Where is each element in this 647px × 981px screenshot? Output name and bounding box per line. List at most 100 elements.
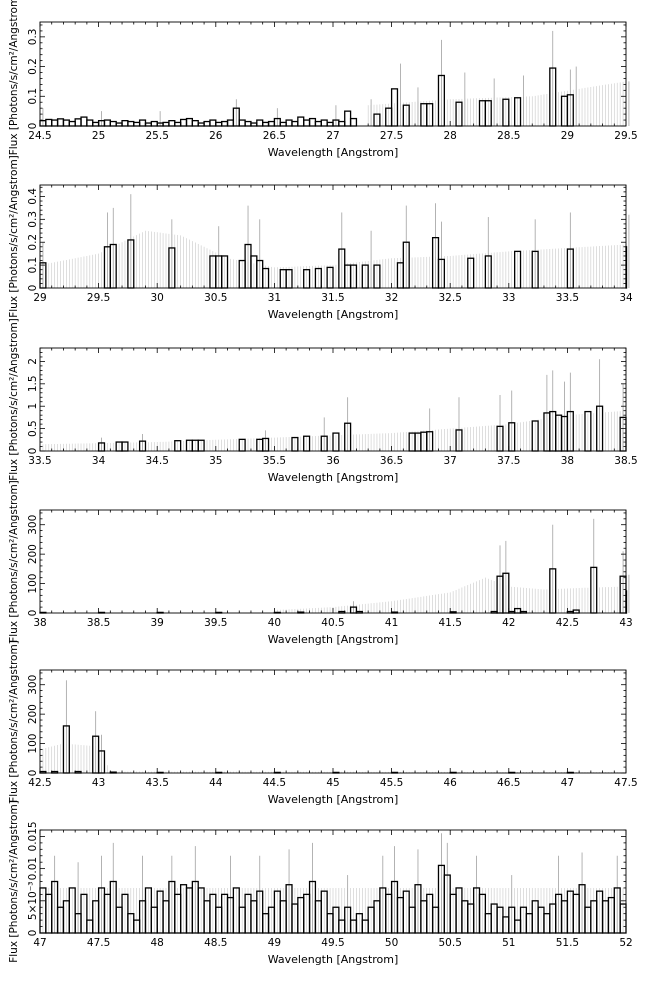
x-tick-label: 39 [151, 617, 164, 629]
x-tick-label: 52 [619, 937, 632, 949]
histogram-bin [92, 121, 100, 127]
x-tick-label: 42.5 [28, 777, 51, 789]
y-tick-label: 0.015 [27, 821, 39, 851]
x-tick-label: 47.5 [614, 777, 637, 789]
x-tick-label: 29 [561, 130, 574, 142]
histogram-bin [326, 121, 334, 127]
y-tick-label: 0.01 [27, 857, 39, 880]
noise-band [274, 577, 627, 613]
x-tick-label: 46 [444, 777, 458, 789]
x-tick-label: 51 [502, 937, 515, 949]
chart-panel-6: 47 47.5 48 48.5 49 49.5 50 50.5 51 51.5 52 0 5×10⁻³ 0… [8, 800, 633, 966]
histogram-bin [262, 121, 270, 127]
x-tick-label: 47 [561, 777, 574, 789]
histogram-bin [86, 119, 94, 127]
x-tick-label: 29.5 [87, 292, 110, 304]
x-tick-label: 35 [209, 455, 222, 467]
x-tick-label: 38.5 [87, 617, 110, 629]
y-axis-label: Flux [Photons/s/cm²/Angstrom] [8, 640, 20, 803]
x-tick-label: 33 [502, 292, 515, 304]
y-axis-label: Flux [Photons/s/cm²/Angstrom] [8, 155, 20, 318]
y-tick-label: 0 [27, 610, 39, 617]
x-tick-label: 34.5 [146, 455, 169, 467]
histogram-bin [279, 121, 287, 127]
y-tick-label: 0.3 [27, 211, 39, 228]
x-tick-label: 33.5 [556, 292, 579, 304]
histogram-bin [185, 117, 194, 127]
y-tick-label: 100 [27, 574, 39, 594]
x-tick-label: 42 [502, 617, 515, 629]
x-tick-label: 37.5 [497, 455, 520, 467]
histogram-bin [349, 117, 358, 127]
histogram-bin [68, 120, 76, 127]
x-tick-label: 41.5 [439, 617, 462, 629]
histogram-bin [215, 121, 223, 127]
x-tick-label: 39.5 [204, 617, 227, 629]
y-tick-label: 0.1 [27, 257, 39, 274]
y-tick-label: 2 [27, 358, 39, 365]
x-tick-label: 27.5 [380, 130, 403, 142]
histogram-bin [308, 117, 317, 127]
y-tick-label: 100 [27, 734, 39, 754]
histogram-bin [244, 120, 252, 127]
histogram [39, 725, 574, 774]
x-tick-label: 49 [268, 937, 281, 949]
histogram-bin [127, 120, 135, 127]
x-tick-label: 26.5 [263, 130, 286, 142]
histogram-bin [179, 118, 188, 127]
x-tick-label: 47.5 [87, 937, 110, 949]
x-axis-label: Wavelength [Angstrom] [268, 953, 399, 966]
y-tick-label: 200 [27, 544, 39, 564]
x-tick-label: 25.5 [146, 130, 169, 142]
histogram-bin [150, 120, 158, 127]
histogram-bin [267, 120, 276, 127]
x-tick-label: 43 [92, 777, 105, 789]
x-tick-label: 40 [268, 617, 281, 629]
histogram [39, 67, 574, 127]
histogram-bin [226, 119, 235, 127]
x-tick-label: 42.5 [556, 617, 579, 629]
histogram-bin [138, 119, 147, 127]
histogram-bin [191, 120, 199, 127]
histogram [39, 236, 628, 289]
histogram-bin [320, 119, 328, 127]
histogram-bin [56, 118, 65, 127]
y-axis-label: Flux [Photons/s/cm²/Angstrom] [8, 800, 20, 963]
x-tick-label: 50 [385, 937, 398, 949]
histogram-bin [238, 119, 246, 127]
x-axis-label: Wavelength [Angstrom] [268, 308, 399, 321]
histogram-bin [314, 120, 322, 127]
histogram-bin [285, 119, 293, 127]
histogram-bin [203, 120, 211, 127]
histogram-bin [338, 120, 346, 127]
chart-panel-3: 33.5 34 34.5 35 35.5 36 36.5 37 37.5 38 38.5 0 0.5 1 1… [8, 318, 638, 484]
error-bars [54, 833, 618, 933]
x-tick-label: 36 [326, 455, 340, 467]
x-axis-label: Wavelength [Angstrom] [268, 633, 399, 646]
histogram-bin [109, 120, 117, 127]
chart-panel-1: 24.5 25 25.5 26 26.5 27 27.5 28 28.5 29 29.5 0 0.1 0.… [8, 0, 638, 159]
plot-frame [39, 669, 627, 774]
histogram-bin [303, 119, 311, 127]
x-tick-label: 29 [33, 292, 46, 304]
x-axis-label: Wavelength [Angstrom] [268, 146, 399, 159]
x-tick-label: 30.5 [204, 292, 227, 304]
x-tick-label: 28 [444, 130, 457, 142]
y-tick-label: 0.3 [27, 29, 39, 46]
x-tick-label: 47 [33, 937, 46, 949]
noise-band [367, 81, 627, 126]
y-tick-label: 0 [27, 285, 39, 292]
histogram-bin [62, 119, 70, 127]
histogram [39, 566, 628, 614]
x-tick-label: 34 [619, 292, 633, 304]
x-tick-label: 38 [33, 617, 46, 629]
x-tick-label: 50.5 [439, 937, 462, 949]
x-axis-label: Wavelength [Angstrom] [268, 793, 399, 806]
histogram-bin [297, 116, 305, 127]
histogram-bin [74, 118, 82, 127]
histogram-bin [291, 120, 299, 127]
x-tick-label: 43.5 [146, 777, 169, 789]
y-tick-label: 0.2 [27, 234, 39, 251]
y-tick-label: 5×10⁻³ [27, 882, 39, 921]
histogram-bin [162, 121, 170, 127]
